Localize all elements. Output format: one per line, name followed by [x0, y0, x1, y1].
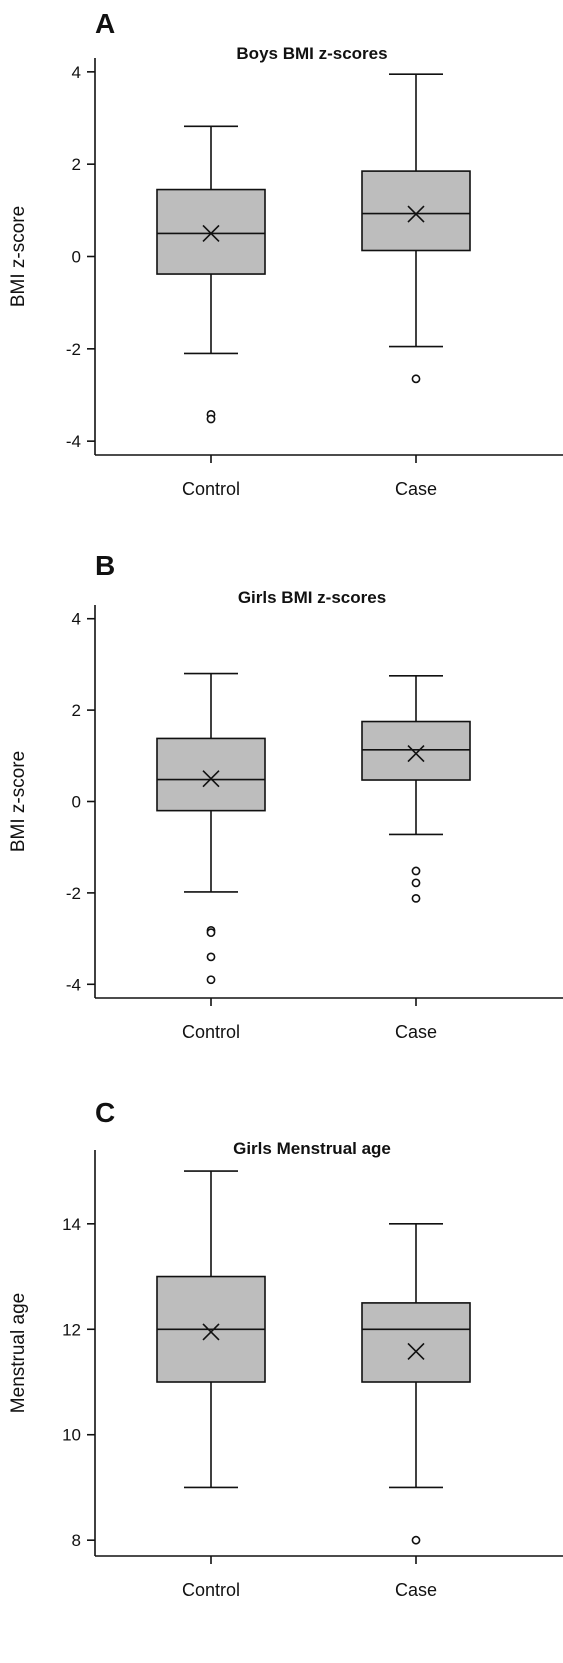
y-tick-label: 4: [72, 610, 81, 629]
iqr-box: [361, 170, 471, 252]
x-tick-label: Control: [182, 1022, 240, 1042]
y-tick-label: 12: [62, 1320, 81, 1339]
y-tick-label: 10: [62, 1426, 81, 1445]
outlier-point: [411, 878, 421, 888]
panel-letter: C: [95, 1097, 115, 1128]
y-tick-label: 2: [72, 155, 81, 174]
outlier-point: [206, 952, 216, 962]
panel-title: Girls BMI z-scores: [238, 588, 386, 607]
x-tick-label: Control: [182, 479, 240, 499]
y-axis-title: BMI z-score: [8, 206, 29, 307]
box-control: [156, 672, 266, 985]
iqr-box: [156, 737, 266, 812]
box-case: [361, 73, 471, 384]
y-tick-label: 14: [62, 1215, 81, 1234]
mean-marker: [407, 744, 425, 763]
outlier-point: [411, 866, 421, 876]
outlier-point: [206, 928, 216, 938]
y-tick-label: -4: [66, 975, 81, 994]
panel-letter: B: [95, 550, 115, 581]
panel-B: B Girls BMI z-scores 4 2 0 -2 -4 BMI z-score Con…: [8, 550, 563, 1042]
mean-marker: [202, 770, 220, 788]
panel-title: Girls Menstrual age: [233, 1139, 391, 1158]
iqr-box: [156, 188, 266, 275]
box-case: [361, 675, 471, 903]
outlier-point: [411, 374, 421, 384]
x-tick-label: Control: [182, 1580, 240, 1600]
y-tick-label: -2: [66, 884, 81, 903]
y-axis-title: Menstrual age: [8, 1293, 29, 1413]
y-tick-label: 2: [72, 701, 81, 720]
outlier-point: [206, 414, 216, 424]
y-tick-label: 0: [72, 248, 81, 267]
x-tick-label: Case: [395, 1022, 437, 1042]
y-tick-label: 4: [72, 63, 81, 82]
y-axis-title: BMI z-score: [8, 751, 29, 852]
iqr-box: [361, 1302, 471, 1383]
panel-letter: A: [95, 8, 115, 39]
mean-marker: [202, 224, 220, 242]
y-tick-label: -2: [66, 340, 81, 359]
outlier-point: [411, 1535, 421, 1545]
box-control: [156, 125, 266, 424]
y-tick-label: -4: [66, 432, 81, 451]
box-control: [156, 1170, 266, 1489]
outlier-point: [206, 975, 216, 985]
y-tick-label: 8: [72, 1531, 81, 1550]
box-case: [361, 1223, 471, 1545]
iqr-box: [361, 720, 471, 781]
panel-A: A Boys BMI z-scores 4 2 0 -2 -4 BMI z-score Cont…: [8, 8, 563, 499]
mean-marker: [407, 205, 425, 223]
mean-marker: [407, 1342, 425, 1360]
x-tick-label: Case: [395, 479, 437, 499]
panel-title: Boys BMI z-scores: [236, 44, 387, 63]
mean-marker: [202, 1323, 220, 1341]
x-tick-label: Case: [395, 1580, 437, 1600]
y-tick-label: 0: [72, 793, 81, 812]
outlier-point: [411, 893, 421, 903]
panel-C: C Girls Menstrual age 14 12 10 8 Menstrual age…: [8, 1097, 563, 1600]
